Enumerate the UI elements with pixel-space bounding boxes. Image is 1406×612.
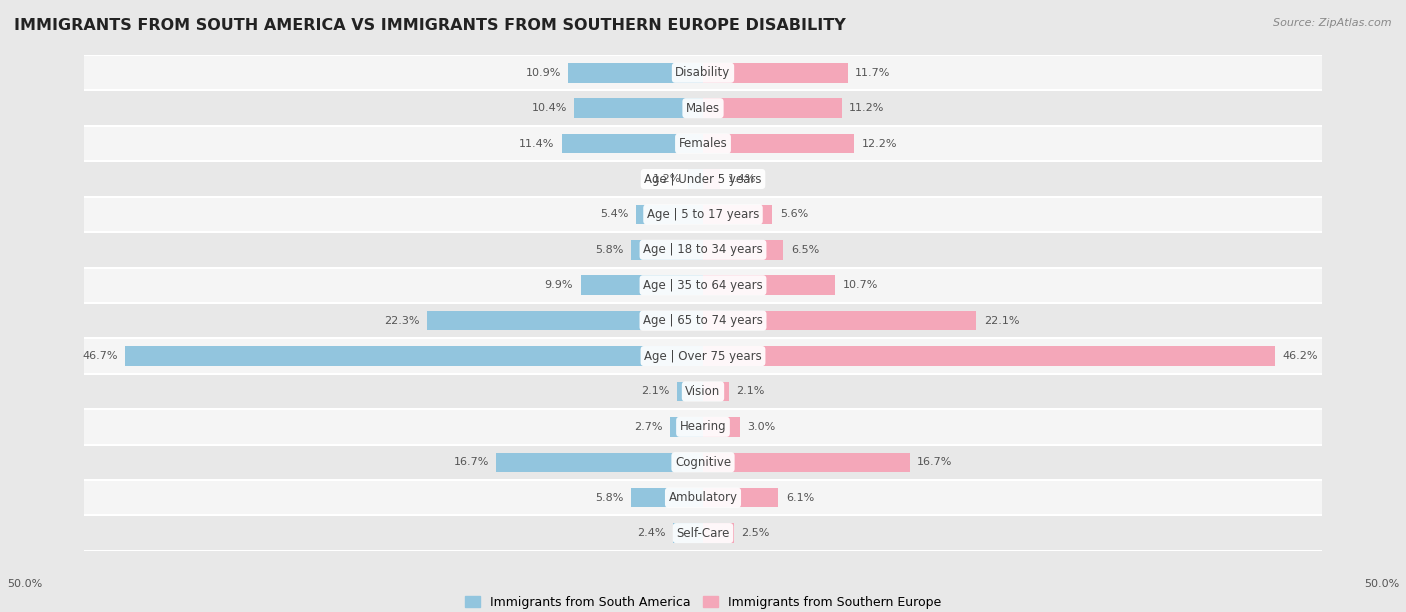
Text: Source: ZipAtlas.com: Source: ZipAtlas.com bbox=[1274, 18, 1392, 28]
Text: 50.0%: 50.0% bbox=[7, 580, 42, 589]
Bar bbox=[703, 452, 910, 472]
Bar bbox=[669, 417, 703, 436]
Text: Males: Males bbox=[686, 102, 720, 114]
Bar bbox=[84, 444, 1322, 480]
Text: Age | 18 to 34 years: Age | 18 to 34 years bbox=[643, 244, 763, 256]
Bar bbox=[631, 240, 703, 259]
Bar bbox=[84, 196, 1322, 232]
Text: 2.1%: 2.1% bbox=[641, 386, 669, 397]
Text: 9.9%: 9.9% bbox=[544, 280, 574, 290]
Bar bbox=[703, 170, 720, 188]
Text: 3.0%: 3.0% bbox=[748, 422, 776, 432]
Bar bbox=[84, 55, 1322, 91]
Text: Age | 35 to 64 years: Age | 35 to 64 years bbox=[643, 278, 763, 292]
Bar bbox=[703, 382, 728, 401]
Bar bbox=[574, 99, 703, 118]
Text: 6.1%: 6.1% bbox=[786, 493, 814, 502]
Bar bbox=[703, 417, 740, 436]
Bar bbox=[84, 374, 1322, 409]
Bar bbox=[703, 240, 783, 259]
Text: 1.4%: 1.4% bbox=[728, 174, 756, 184]
Text: 11.7%: 11.7% bbox=[855, 68, 890, 78]
Bar bbox=[84, 232, 1322, 267]
Text: 5.8%: 5.8% bbox=[595, 245, 624, 255]
Text: 5.4%: 5.4% bbox=[600, 209, 628, 220]
Text: 10.9%: 10.9% bbox=[526, 68, 561, 78]
Text: 6.5%: 6.5% bbox=[790, 245, 820, 255]
Bar bbox=[125, 346, 703, 366]
Text: Disability: Disability bbox=[675, 66, 731, 80]
Bar bbox=[84, 480, 1322, 515]
Text: Hearing: Hearing bbox=[679, 420, 727, 433]
Bar bbox=[703, 346, 1275, 366]
Bar bbox=[703, 204, 772, 224]
Text: 12.2%: 12.2% bbox=[862, 138, 897, 149]
Bar bbox=[703, 275, 835, 295]
Bar bbox=[84, 162, 1322, 196]
Bar bbox=[568, 63, 703, 83]
Bar bbox=[84, 515, 1322, 551]
Bar bbox=[703, 134, 853, 154]
Text: 2.5%: 2.5% bbox=[741, 528, 769, 538]
Bar bbox=[703, 311, 976, 330]
Text: 22.3%: 22.3% bbox=[384, 316, 419, 326]
Text: Age | 65 to 74 years: Age | 65 to 74 years bbox=[643, 314, 763, 327]
Bar bbox=[84, 338, 1322, 374]
Bar bbox=[636, 204, 703, 224]
Bar bbox=[703, 63, 848, 83]
Bar bbox=[581, 275, 703, 295]
Text: 5.6%: 5.6% bbox=[780, 209, 808, 220]
Bar bbox=[631, 488, 703, 507]
Bar bbox=[84, 267, 1322, 303]
Text: Vision: Vision bbox=[685, 385, 721, 398]
Text: Age | Under 5 years: Age | Under 5 years bbox=[644, 173, 762, 185]
Bar bbox=[427, 311, 703, 330]
Text: 1.2%: 1.2% bbox=[652, 174, 681, 184]
Text: 22.1%: 22.1% bbox=[984, 316, 1019, 326]
Text: IMMIGRANTS FROM SOUTH AMERICA VS IMMIGRANTS FROM SOUTHERN EUROPE DISABILITY: IMMIGRANTS FROM SOUTH AMERICA VS IMMIGRA… bbox=[14, 18, 846, 34]
Text: 2.7%: 2.7% bbox=[634, 422, 662, 432]
Text: Females: Females bbox=[679, 137, 727, 150]
Text: 11.2%: 11.2% bbox=[849, 103, 884, 113]
Bar bbox=[84, 303, 1322, 338]
Bar bbox=[496, 452, 703, 472]
Bar bbox=[84, 91, 1322, 126]
Text: 2.4%: 2.4% bbox=[637, 528, 666, 538]
Text: Self-Care: Self-Care bbox=[676, 526, 730, 540]
Bar bbox=[688, 170, 703, 188]
Text: 50.0%: 50.0% bbox=[1364, 580, 1399, 589]
Text: 16.7%: 16.7% bbox=[917, 457, 952, 468]
Text: 11.4%: 11.4% bbox=[519, 138, 554, 149]
Text: 10.7%: 10.7% bbox=[842, 280, 879, 290]
Bar bbox=[703, 488, 779, 507]
Text: 5.8%: 5.8% bbox=[595, 493, 624, 502]
Text: 10.4%: 10.4% bbox=[531, 103, 567, 113]
Text: Cognitive: Cognitive bbox=[675, 456, 731, 469]
Bar bbox=[562, 134, 703, 154]
Bar bbox=[703, 523, 734, 543]
Text: Age | 5 to 17 years: Age | 5 to 17 years bbox=[647, 208, 759, 221]
Text: 16.7%: 16.7% bbox=[454, 457, 489, 468]
Bar bbox=[678, 382, 703, 401]
Text: 46.7%: 46.7% bbox=[83, 351, 118, 361]
Text: 46.2%: 46.2% bbox=[1282, 351, 1317, 361]
Bar bbox=[703, 99, 842, 118]
Text: Age | Over 75 years: Age | Over 75 years bbox=[644, 349, 762, 362]
Bar bbox=[84, 409, 1322, 444]
Text: Ambulatory: Ambulatory bbox=[668, 491, 738, 504]
Text: 2.1%: 2.1% bbox=[737, 386, 765, 397]
Bar bbox=[673, 523, 703, 543]
Legend: Immigrants from South America, Immigrants from Southern Europe: Immigrants from South America, Immigrant… bbox=[465, 596, 941, 609]
Bar bbox=[84, 126, 1322, 162]
